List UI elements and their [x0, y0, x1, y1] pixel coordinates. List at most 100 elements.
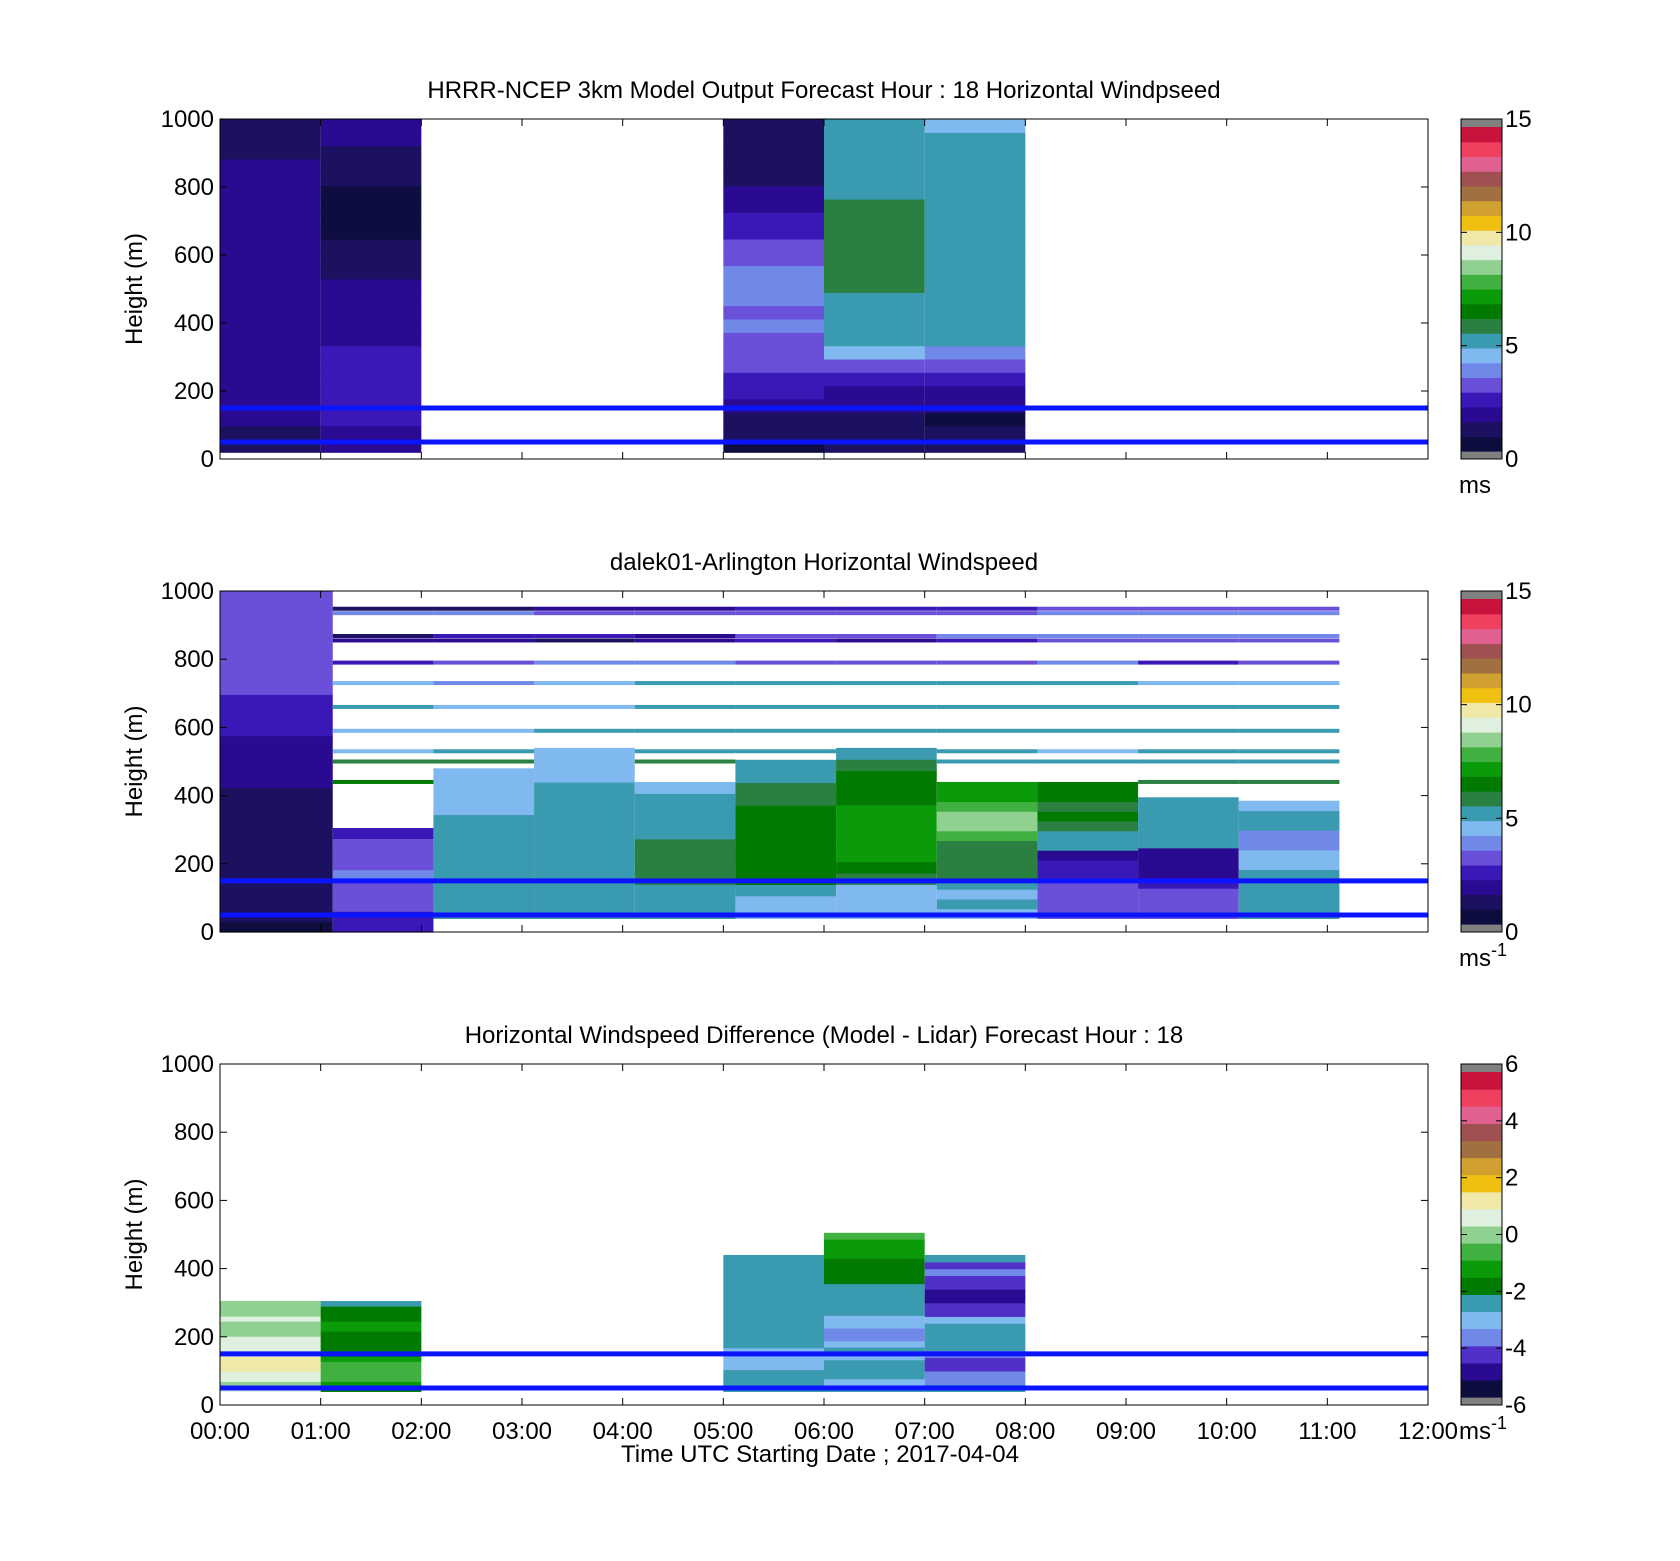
heatmap-cell	[220, 880, 333, 892]
heatmap-cell	[1037, 811, 1139, 822]
heatmap-cell	[936, 869, 1038, 880]
gate-line	[936, 611, 1038, 616]
heatmap-cell	[220, 372, 321, 387]
heatmap-cell	[723, 1331, 824, 1338]
heatmap-cell	[1238, 810, 1340, 821]
gate-line	[936, 759, 1038, 764]
heatmap-cell	[320, 158, 422, 173]
heatmap-cell	[220, 265, 321, 280]
heatmap-cell	[320, 332, 422, 347]
heatmap-cell	[220, 318, 321, 333]
y-tick-label: 800	[174, 1119, 214, 1146]
heatmap-cell	[836, 793, 937, 806]
heatmap-cell	[1238, 839, 1340, 851]
heatmap-cell	[634, 816, 736, 829]
heatmap-cell	[320, 358, 422, 373]
colorbar-tick-label: 0	[1505, 919, 1518, 946]
gate-line	[936, 606, 1038, 611]
heatmap-cell	[634, 804, 736, 817]
colorbar-segment	[1461, 1345, 1502, 1364]
heatmap-cell	[220, 704, 333, 716]
colorbar-segment	[1461, 599, 1502, 615]
heatmap-cell	[723, 1309, 824, 1316]
gate-line	[1138, 749, 1239, 754]
heatmap-cell	[924, 372, 1026, 387]
heatmap-cell	[634, 861, 736, 874]
heatmap-cell	[824, 1372, 925, 1380]
colorbar-segment	[1461, 171, 1502, 187]
heatmap-cell	[824, 292, 925, 307]
colorbar-segment	[1461, 643, 1502, 659]
heatmap-cell	[824, 385, 925, 400]
colorbar-frame	[1460, 590, 1503, 933]
x-tick-label: 05:00	[693, 1418, 753, 1445]
heatmap-cell	[320, 1371, 422, 1377]
heatmap-cell	[320, 278, 422, 293]
heatmap-cell	[924, 1282, 1026, 1290]
gate-line	[634, 704, 736, 709]
gate-line	[1138, 634, 1239, 639]
colorbar-segment	[1461, 230, 1502, 246]
heatmap-cell	[924, 265, 1026, 280]
heatmap-cell	[824, 318, 925, 333]
heatmap-cell	[924, 252, 1026, 267]
heatmap-cell	[723, 292, 824, 307]
gate-line	[534, 704, 635, 709]
gate-line	[433, 728, 535, 733]
colorbar-tick-label: -4	[1505, 1335, 1526, 1362]
heatmap-cell	[220, 684, 333, 695]
gate-line	[534, 634, 635, 639]
heatmap-cell	[936, 820, 1038, 832]
y-tick-label: 600	[174, 1187, 214, 1214]
x-tick-label: 09:00	[1096, 1418, 1156, 1445]
heatmap-cell	[1238, 830, 1340, 841]
x-tick-label: 06:00	[794, 1418, 854, 1445]
heatmap-cell	[723, 1314, 824, 1322]
heatmap-cell	[320, 1356, 422, 1362]
gate-line	[735, 728, 837, 733]
gate-line	[1238, 749, 1340, 754]
heatmap-cells	[220, 119, 1026, 453]
heatmap-cell	[924, 1261, 1026, 1270]
heatmap-cell	[320, 1311, 422, 1317]
colorbar-tick-label: 6	[1505, 1051, 1518, 1078]
heatmap-cell	[723, 119, 824, 133]
gate-line	[1238, 681, 1340, 686]
heatmap-cell	[320, 172, 422, 187]
heatmap-cell	[220, 1376, 321, 1382]
heatmap-cell	[723, 318, 824, 333]
colorbar-segment	[1461, 1311, 1502, 1330]
gate-line	[534, 638, 635, 643]
colorbar-frame	[1460, 118, 1503, 460]
gate-line	[1037, 681, 1139, 686]
heatmap-cell	[936, 859, 1038, 871]
heatmap-cell	[924, 132, 1026, 147]
colorbar-segment	[1461, 864, 1502, 881]
gate-line	[634, 606, 736, 611]
heatmap-cell	[220, 870, 333, 881]
heatmap-cell	[220, 601, 333, 613]
heatmap-cell	[320, 1336, 422, 1342]
heatmap-cell	[924, 278, 1026, 293]
heatmap-cell	[936, 879, 1038, 890]
heatmap-cell	[723, 1265, 824, 1272]
heatmap-cell	[824, 332, 925, 347]
heatmap-cell	[824, 119, 925, 133]
colorbar-segment	[1461, 702, 1502, 718]
heatmap-cell	[320, 145, 422, 160]
heatmap-cell	[1138, 867, 1239, 879]
gate-line	[1238, 638, 1340, 643]
gate-line	[433, 634, 535, 639]
gate-line	[735, 634, 837, 639]
gate-line	[936, 681, 1038, 686]
colorbar-segment	[1461, 628, 1502, 644]
heatmap-cell	[924, 1309, 1026, 1317]
heatmap-cell	[836, 838, 937, 851]
gate-line	[1037, 660, 1139, 665]
heatmap-cell	[320, 265, 422, 280]
heatmap-cell	[924, 1295, 1026, 1304]
y-axis-label: Height (m)	[121, 233, 148, 345]
heatmap-cell	[433, 860, 535, 873]
heatmap-cell	[220, 1361, 321, 1367]
